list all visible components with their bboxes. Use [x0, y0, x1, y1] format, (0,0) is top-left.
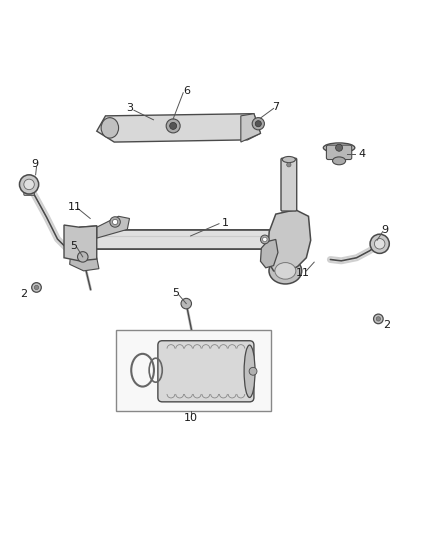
FancyBboxPatch shape	[374, 239, 385, 246]
Text: 6: 6	[183, 86, 190, 96]
Polygon shape	[97, 216, 130, 238]
Circle shape	[34, 285, 39, 289]
Ellipse shape	[244, 345, 255, 398]
Ellipse shape	[275, 263, 296, 279]
FancyBboxPatch shape	[24, 189, 34, 195]
Text: 2: 2	[383, 320, 390, 329]
Circle shape	[255, 120, 261, 127]
Circle shape	[261, 235, 269, 244]
Text: 3: 3	[126, 103, 133, 114]
FancyBboxPatch shape	[73, 230, 306, 249]
Ellipse shape	[70, 230, 76, 249]
Circle shape	[110, 217, 120, 227]
Ellipse shape	[269, 258, 302, 284]
Ellipse shape	[332, 157, 346, 165]
Text: 10: 10	[184, 414, 198, 423]
Text: 4: 4	[359, 149, 366, 159]
Text: 5: 5	[172, 288, 179, 298]
Text: 9: 9	[381, 225, 389, 235]
Text: 11: 11	[296, 268, 310, 278]
FancyBboxPatch shape	[326, 145, 352, 159]
Ellipse shape	[283, 157, 295, 163]
Ellipse shape	[323, 143, 355, 152]
Polygon shape	[241, 114, 261, 142]
Text: 1: 1	[222, 218, 229, 228]
Circle shape	[181, 298, 191, 309]
Circle shape	[32, 282, 41, 292]
Ellipse shape	[101, 118, 119, 138]
Circle shape	[374, 239, 385, 249]
Text: 11: 11	[68, 202, 82, 212]
Circle shape	[19, 175, 39, 194]
Circle shape	[370, 234, 389, 253]
Circle shape	[78, 252, 88, 262]
Circle shape	[249, 367, 257, 375]
Circle shape	[376, 317, 381, 321]
Circle shape	[374, 314, 383, 324]
Circle shape	[263, 237, 267, 241]
Circle shape	[24, 179, 34, 190]
Polygon shape	[70, 255, 99, 271]
Text: 7: 7	[272, 102, 279, 112]
Polygon shape	[64, 225, 97, 261]
Text: 9: 9	[31, 159, 38, 169]
Circle shape	[170, 123, 177, 130]
FancyBboxPatch shape	[281, 158, 297, 211]
Bar	[117, 330, 272, 410]
Circle shape	[113, 220, 118, 224]
Circle shape	[287, 163, 291, 167]
Circle shape	[252, 118, 265, 130]
Text: 5: 5	[71, 241, 78, 251]
Text: 2: 2	[20, 288, 27, 298]
Circle shape	[166, 119, 180, 133]
Polygon shape	[267, 210, 311, 273]
Circle shape	[336, 144, 343, 151]
FancyBboxPatch shape	[158, 341, 254, 402]
Polygon shape	[261, 239, 278, 268]
Polygon shape	[97, 114, 261, 142]
